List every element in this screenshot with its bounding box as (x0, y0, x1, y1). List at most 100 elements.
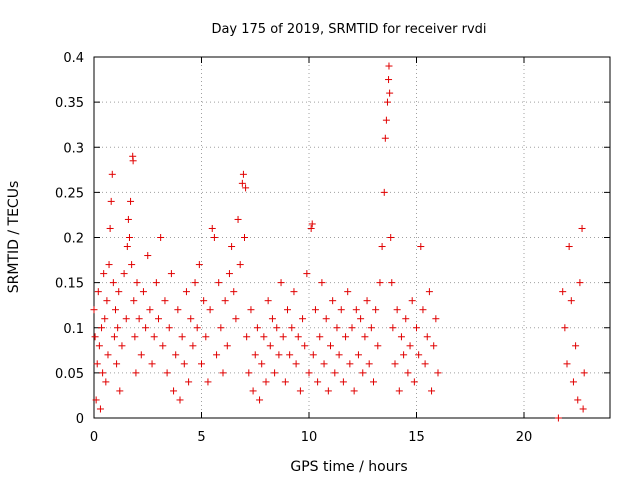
data-point (161, 297, 169, 305)
data-point (308, 220, 316, 228)
data-point (391, 360, 399, 368)
data-point (346, 360, 354, 368)
data-point (579, 405, 587, 413)
data-point (387, 234, 395, 241)
data-point (206, 306, 214, 314)
data-point (281, 378, 289, 386)
data-point (102, 378, 110, 386)
data-point (370, 378, 377, 386)
data-point (574, 396, 582, 404)
data-point (137, 351, 145, 359)
data-point (311, 306, 319, 314)
data-point (242, 184, 250, 192)
data-point (354, 351, 362, 359)
data-point (232, 315, 240, 323)
data-point (365, 360, 373, 368)
data-point (275, 351, 283, 359)
data-point (290, 288, 298, 296)
y-tick-label: 0.15 (55, 277, 84, 292)
data-point (219, 369, 227, 377)
data-point (262, 378, 270, 386)
data-points (90, 62, 588, 422)
data-point (578, 224, 586, 232)
chart-title: Day 175 of 2019, SRMTID for receiver rvd… (211, 22, 486, 37)
data-point (367, 324, 375, 332)
data-point (428, 387, 436, 395)
data-point (258, 360, 266, 368)
data-point (385, 62, 393, 70)
data-point (554, 414, 562, 422)
data-point (348, 324, 356, 332)
data-point (91, 333, 99, 341)
data-point (129, 157, 137, 165)
data-point (385, 76, 393, 84)
data-point (217, 324, 225, 332)
data-point (155, 315, 162, 323)
data-point (576, 279, 584, 287)
data-point (135, 315, 143, 323)
data-point (165, 324, 173, 332)
data-point (185, 378, 193, 386)
data-point (200, 297, 208, 305)
data-point (157, 234, 165, 241)
data-point (123, 243, 131, 251)
data-point (249, 387, 257, 395)
data-point (187, 315, 195, 323)
data-point (410, 378, 418, 386)
data-point (127, 197, 135, 205)
y-tick-label: 0 (76, 412, 84, 427)
data-point (176, 396, 184, 404)
data-point (202, 333, 210, 341)
data-point (230, 288, 238, 296)
x-tick-label: 20 (516, 430, 533, 445)
data-point (563, 360, 571, 368)
data-point (130, 297, 138, 305)
data-point (264, 297, 272, 305)
y-axis-title: SRMTID / TECUs (6, 181, 22, 294)
data-point (322, 315, 330, 323)
data-point (94, 288, 102, 296)
data-point (421, 360, 429, 368)
x-tick-label: 0 (90, 430, 98, 445)
data-point (113, 360, 121, 368)
x-tick-label: 15 (408, 430, 425, 445)
data-point (413, 324, 420, 332)
data-point (286, 351, 294, 359)
data-point (228, 243, 236, 251)
data-point (292, 360, 300, 368)
data-point (388, 279, 396, 287)
data-point (198, 360, 205, 368)
data-point (333, 324, 341, 332)
data-point (268, 315, 276, 323)
data-point (374, 342, 382, 350)
data-point (150, 333, 158, 341)
data-point (90, 306, 98, 314)
data-point (359, 369, 367, 377)
data-point (245, 369, 253, 377)
data-point (144, 252, 152, 260)
data-point (400, 351, 408, 359)
data-point (393, 306, 401, 314)
data-point (352, 306, 360, 314)
data-point (241, 234, 248, 241)
data-point (361, 333, 369, 341)
data-point (408, 297, 416, 305)
data-point (372, 306, 380, 314)
data-point (561, 324, 569, 332)
data-point (122, 315, 130, 323)
data-point (335, 351, 343, 359)
data-point (383, 98, 391, 106)
data-point (109, 279, 117, 287)
data-point (382, 116, 390, 124)
data-point (133, 279, 141, 287)
data-point (567, 297, 575, 305)
data-point (279, 333, 287, 341)
data-point (357, 315, 365, 323)
data-point (99, 369, 107, 377)
data-point (565, 243, 573, 251)
data-point (294, 333, 302, 341)
data-point (124, 215, 132, 223)
data-point (288, 324, 296, 332)
data-point (118, 342, 126, 350)
data-point (167, 270, 175, 278)
